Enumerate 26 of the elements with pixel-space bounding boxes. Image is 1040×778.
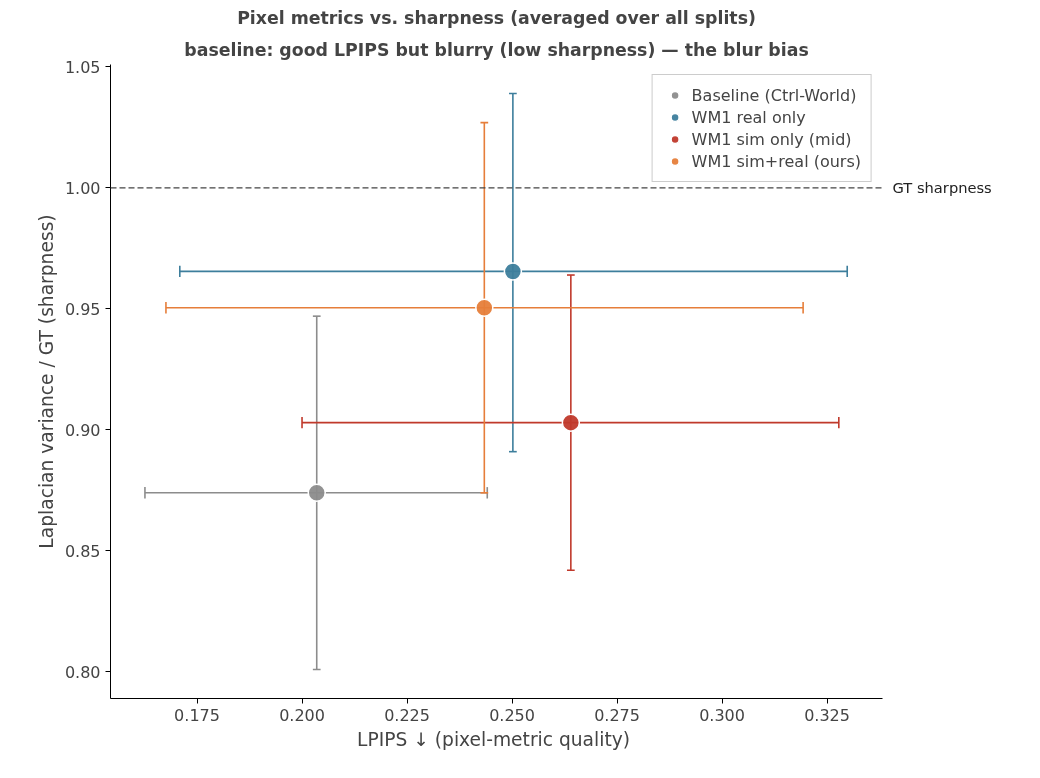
x-tick-label: 0.200 (279, 705, 325, 725)
y-tick-label: 1.05 (64, 57, 101, 77)
chart-subtitle: baseline: good LPIPS but blurry (low sharpness) — the blur bias (184, 39, 809, 60)
legend-label: WM1 sim only (mid) (691, 129, 852, 149)
legend-label: WM1 real only (691, 107, 806, 127)
point (475, 298, 494, 317)
legend-label: WM1 sim+real (ours) (691, 151, 861, 171)
y-axis-title: Laplacian variance / GT (sharpness) (35, 214, 57, 549)
x-tick-label: 0.275 (594, 705, 640, 725)
x-axis-title: LPIPS ↓ (pixel-metric quality) (357, 728, 631, 750)
y-tick-label: 1.00 (64, 178, 101, 198)
y-tick-label: 0.85 (64, 541, 101, 561)
x-tick-label: 0.250 (489, 705, 535, 725)
y-tick-label: 0.95 (64, 299, 101, 319)
point (503, 262, 523, 281)
ref-line-label: GT sharpness (892, 179, 992, 197)
point (561, 413, 581, 432)
y-tick-label: 0.80 (64, 662, 101, 682)
x-tick-label: 0.225 (384, 705, 430, 725)
y-tick-label: 0.90 (64, 420, 101, 440)
x-tick-label: 0.325 (804, 705, 850, 725)
x-tick-label: 0.175 (174, 705, 220, 725)
legend-label: Baseline (Ctrl-World) (691, 85, 857, 105)
point (307, 483, 326, 503)
x-tick-label: 0.300 (699, 705, 745, 725)
chart-title: Pixel metrics vs. sharpness (averaged over all splits) (237, 7, 756, 28)
